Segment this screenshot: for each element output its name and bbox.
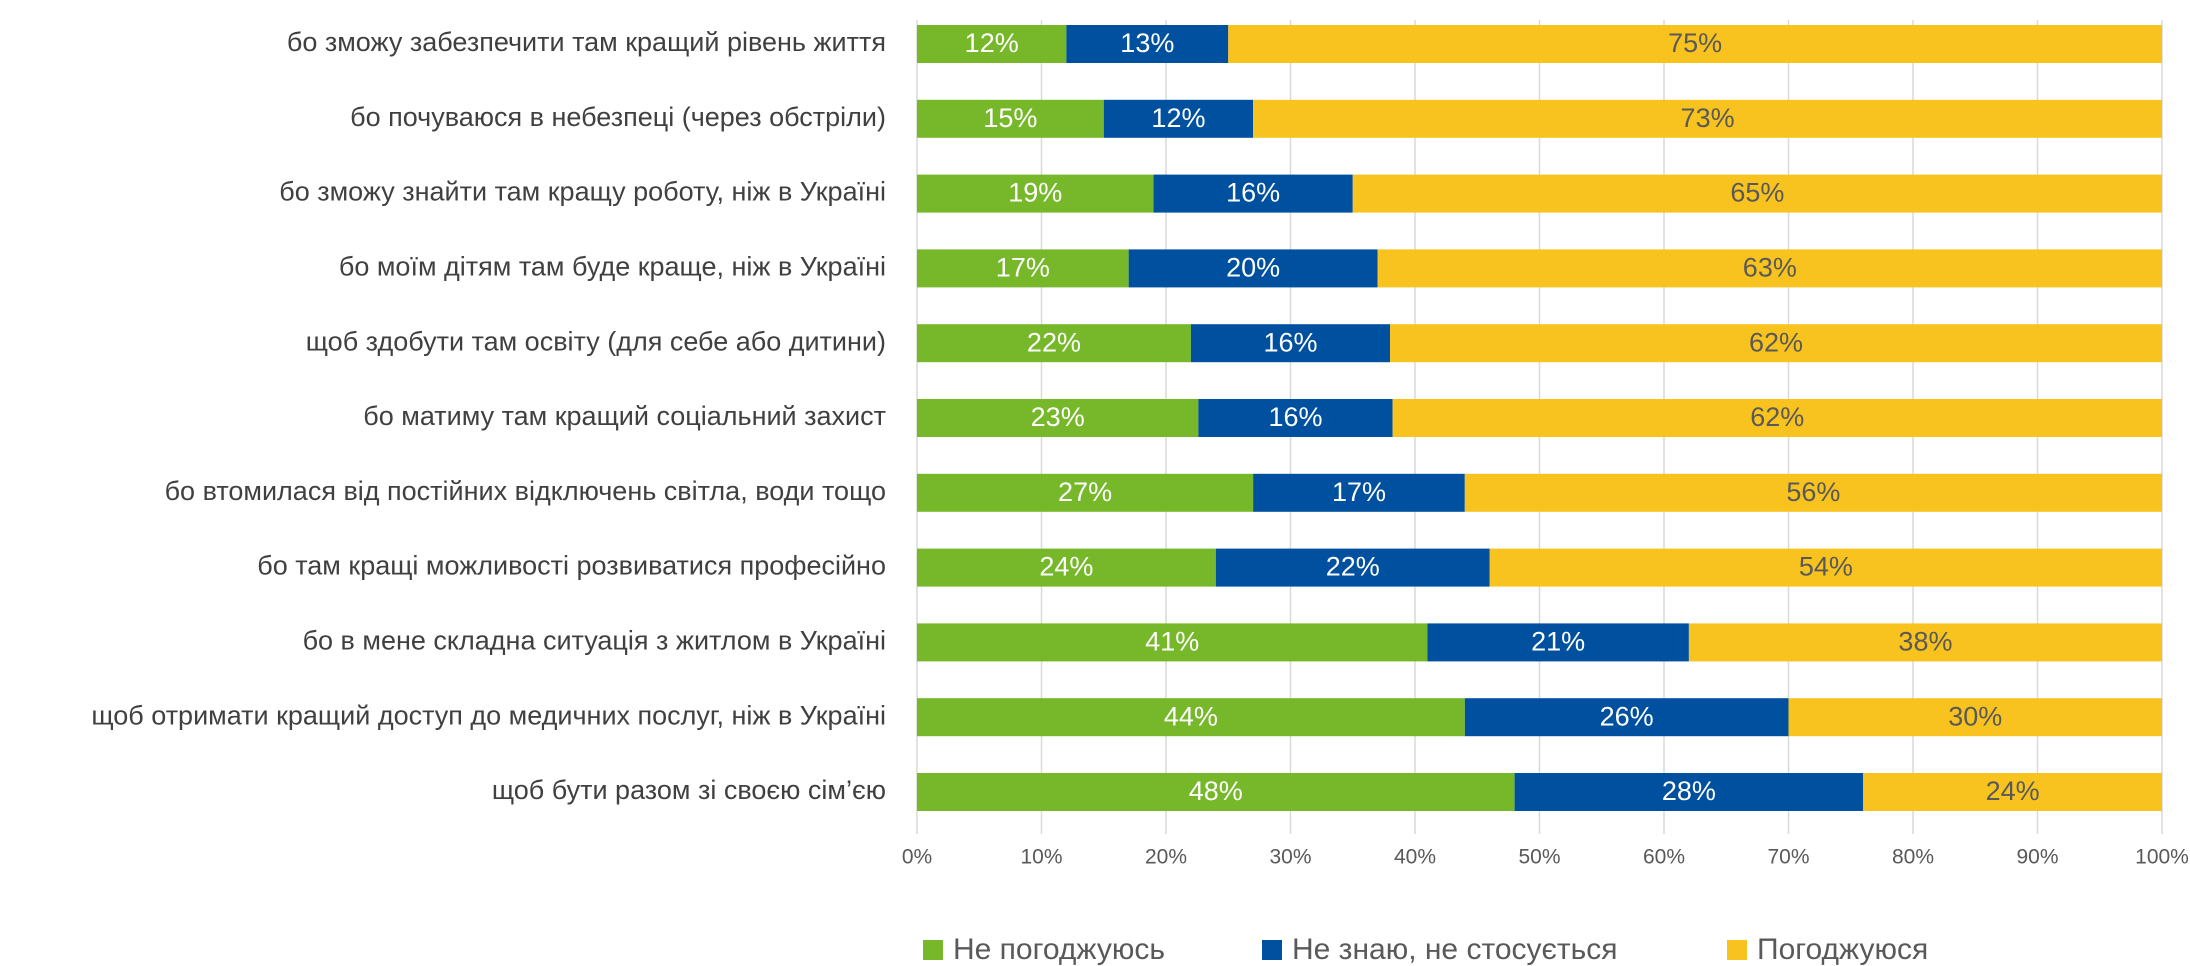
data-label: 38% xyxy=(1898,627,1952,657)
x-tick-label: 70% xyxy=(1767,846,1809,869)
category-label: бо втомилася від постійних відключень св… xyxy=(165,476,886,506)
legend-swatch xyxy=(1262,940,1282,960)
bar-segment xyxy=(917,249,1129,288)
x-tick-label: 40% xyxy=(1394,846,1436,869)
bar-segment xyxy=(1464,698,1789,737)
data-label: 20% xyxy=(1226,253,1280,283)
data-label: 24% xyxy=(1039,552,1093,582)
data-label: 62% xyxy=(1749,327,1803,357)
data-label: 12% xyxy=(965,28,1019,58)
data-label: 17% xyxy=(1332,477,1386,507)
category-label: бо зможу забезпечити там кращий рівень ж… xyxy=(287,27,886,57)
bar-segment xyxy=(1390,324,2162,363)
bar-segment xyxy=(1253,99,2162,138)
data-label: 16% xyxy=(1263,327,1317,357)
legend-label: Погоджуюся xyxy=(1757,933,1928,966)
bar-segment xyxy=(917,623,1428,662)
legend-label: Не знаю, не стосується xyxy=(1292,933,1617,966)
legend-swatch xyxy=(1727,940,1747,960)
data-label: 41% xyxy=(1145,627,1199,657)
category-label: бо в мене складна ситуація з житлом в Ук… xyxy=(303,626,886,656)
data-label: 44% xyxy=(1164,701,1218,731)
data-label: 15% xyxy=(983,103,1037,133)
bar-segment xyxy=(1190,324,1391,363)
bar-segment xyxy=(917,399,1199,437)
legend-label: Не погоджуюсь xyxy=(953,933,1165,966)
category-label: бо там кращі можливості розвиватися проф… xyxy=(257,551,886,581)
x-tick-label: 90% xyxy=(2016,846,2058,869)
x-tick-label: 80% xyxy=(1892,846,1934,869)
bar-segment xyxy=(917,773,1515,811)
data-label: 65% xyxy=(1730,178,1784,208)
data-label: 28% xyxy=(1662,776,1716,806)
bar-segment xyxy=(1215,548,1490,587)
x-tick-label: 20% xyxy=(1145,846,1187,869)
bar-segment xyxy=(1228,25,2162,63)
bar-segment xyxy=(1352,174,2162,213)
data-label: 19% xyxy=(1008,178,1062,208)
x-tick-label: 10% xyxy=(1020,846,1062,869)
x-tick-label: 60% xyxy=(1643,846,1685,869)
category-label: щоб здобути там освіту (для себе або дит… xyxy=(306,326,886,356)
bar-segment xyxy=(1392,399,2162,437)
bar-segment xyxy=(1153,174,1353,213)
bar-segment xyxy=(1489,548,2162,587)
category-label: бо почуваюся в небезпеці (через обстріли… xyxy=(350,102,886,132)
bar-segment xyxy=(917,698,1465,737)
bar-segment xyxy=(917,174,1154,213)
data-label: 22% xyxy=(1326,552,1380,582)
data-label: 16% xyxy=(1268,402,1322,432)
category-label: бо матиму там кращий соціальний захист xyxy=(363,401,886,431)
category-label: бо зможу знайти там кращу роботу, ніж в … xyxy=(279,177,886,207)
bar-segment xyxy=(1128,249,1378,288)
data-label: 63% xyxy=(1743,253,1797,283)
bar-segment xyxy=(1514,773,1864,811)
data-label: 75% xyxy=(1668,28,1722,58)
bar-segment xyxy=(1427,623,1689,662)
data-label: 62% xyxy=(1750,402,1804,432)
category-label: щоб бути разом зі своєю сім’єю xyxy=(492,775,886,805)
x-tick-label: 100% xyxy=(2135,846,2189,869)
data-label: 73% xyxy=(1681,103,1735,133)
bar-segment xyxy=(917,25,1067,63)
data-label: 23% xyxy=(1031,402,1085,432)
bar-segment xyxy=(1377,249,2162,288)
data-label: 54% xyxy=(1799,552,1853,582)
data-label: 13% xyxy=(1120,28,1174,58)
bar-segment xyxy=(1198,399,1393,437)
data-label: 16% xyxy=(1226,178,1280,208)
bar-segment xyxy=(1253,473,1465,512)
data-label: 21% xyxy=(1531,627,1585,657)
x-tick-label: 30% xyxy=(1269,846,1311,869)
data-label: 30% xyxy=(1948,701,2002,731)
bar-segment xyxy=(917,324,1191,363)
bar-segment xyxy=(1688,623,2162,662)
bar-segment xyxy=(1788,698,2162,737)
bar-segment xyxy=(917,548,1216,587)
bar-segment xyxy=(1464,473,2162,512)
x-tick-label: 0% xyxy=(902,846,932,869)
bar-segment xyxy=(917,99,1104,138)
bar-segment xyxy=(1103,99,1254,138)
data-label: 56% xyxy=(1786,477,1840,507)
legend-swatch xyxy=(923,940,943,960)
data-label: 24% xyxy=(1986,776,2040,806)
bar-segment xyxy=(917,473,1254,512)
data-label: 12% xyxy=(1151,103,1205,133)
data-label: 17% xyxy=(996,253,1050,283)
bar-segment xyxy=(1066,25,1229,63)
data-label: 48% xyxy=(1189,776,1243,806)
category-label: бо моїм дітям там буде краще, ніж в Укра… xyxy=(339,252,886,282)
x-tick-label: 50% xyxy=(1518,846,1560,869)
data-label: 27% xyxy=(1058,477,1112,507)
category-label: щоб отримати кращий доступ до медичних п… xyxy=(91,700,886,730)
data-label: 26% xyxy=(1600,701,1654,731)
data-label: 22% xyxy=(1027,327,1081,357)
bar-segment xyxy=(1863,773,2162,811)
